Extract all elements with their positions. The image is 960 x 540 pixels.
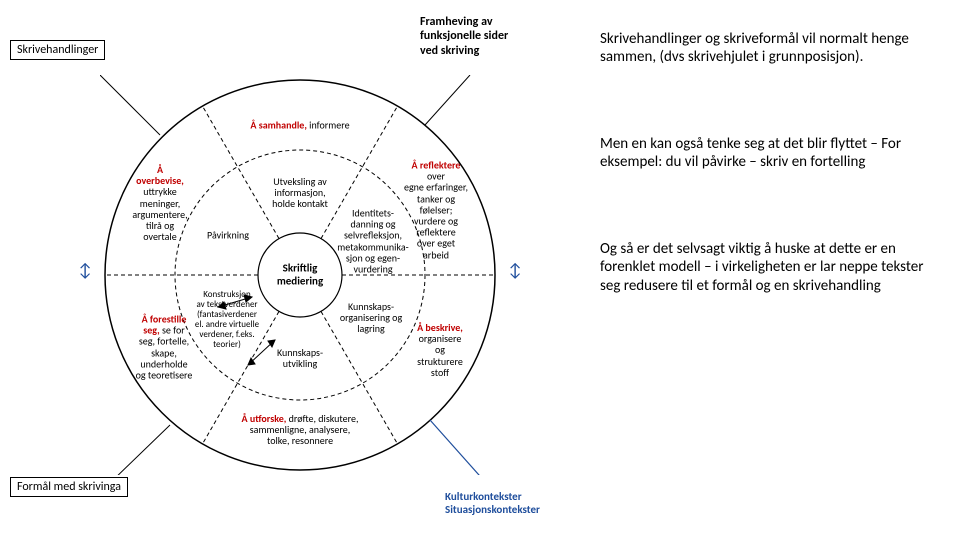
side-p3: Og så er det selvsagt viktig å huske at … <box>600 240 940 295</box>
inner-slice-1: Identitets-danning ogselvrefleksjon,meta… <box>318 207 428 274</box>
header-right: Framheving avfunksjonelle siderved skriv… <box>420 15 508 58</box>
inner-slice-2: Kunnskaps-organisering oglagring <box>319 301 424 335</box>
side-p1: Skrivehandlinger og skriveformål vil nor… <box>600 30 940 67</box>
label-box-skrivehandlinger: Skrivehandlinger <box>10 40 105 60</box>
bottom-blue-text: KulturkonteksterSituasjonskontekster <box>445 490 540 516</box>
diagram-area: Skrivehandlinger Formål med skrivinga Fr… <box>10 15 580 525</box>
updown-arrow-left: ↕ <box>78 263 92 277</box>
outer-slice-3: Å utforske, drøfte, diskutere,sammenlign… <box>205 413 395 447</box>
side-p2: Men en kan også tenke seg at det blir fl… <box>600 135 940 172</box>
inner-slice-0: Utveksling avinformasjon,holde kontakt <box>245 176 355 210</box>
outer-slice-0: Å samhandle, informere <box>220 119 380 130</box>
label-box-formal: Formål med skrivinga <box>10 477 128 497</box>
wheel: Skriftligmediering Å samhandle, informer… <box>100 75 500 475</box>
inner-slice-4: Konstruksjonav tekstverdener(fantasiverd… <box>172 290 282 350</box>
inner-slice-5: Påvirkning <box>183 229 273 240</box>
updown-arrow-right: ↕ <box>508 263 522 277</box>
center-label: Skriftligmediering <box>277 262 323 287</box>
